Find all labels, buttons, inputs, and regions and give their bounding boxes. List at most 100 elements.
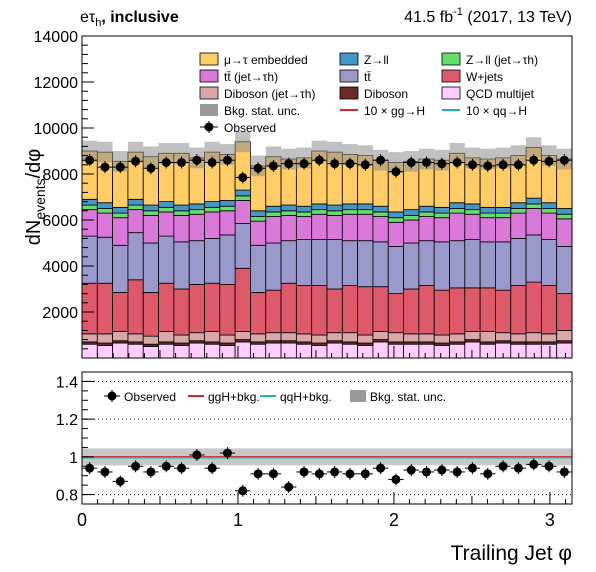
bar <box>372 286 389 332</box>
bar <box>295 285 313 335</box>
bar <box>96 212 114 238</box>
bar <box>219 283 236 336</box>
bar <box>556 342 573 359</box>
bar <box>219 205 236 212</box>
bar <box>112 342 129 359</box>
bar <box>464 209 481 215</box>
bar <box>372 211 389 217</box>
bar <box>326 204 343 212</box>
bar <box>525 203 542 209</box>
bar <box>265 342 282 359</box>
x-axis-label: Trailing Jet φ <box>451 542 572 565</box>
bar <box>540 343 558 359</box>
bar <box>449 287 466 335</box>
ratio-point <box>314 469 324 479</box>
unc-bin <box>173 142 190 164</box>
bar <box>449 343 466 359</box>
observed-point <box>467 160 477 170</box>
ratio-plot: 0.8 1 1.2 1.4 0 1 2 3 Observed ggH+bkg. qqH+bkg. B… <box>56 371 573 565</box>
bar <box>464 213 481 240</box>
bar <box>311 213 328 240</box>
stacked-bars <box>81 141 573 359</box>
y-tick-label: 4000 <box>42 259 78 276</box>
ratio-point <box>268 469 278 479</box>
unc-bin <box>204 141 220 163</box>
bar <box>433 289 450 336</box>
bar <box>357 286 374 336</box>
bar <box>188 240 205 285</box>
bar <box>449 240 466 289</box>
bar <box>418 240 435 286</box>
ratio-point <box>360 469 370 479</box>
bar <box>265 289 282 334</box>
legend-swatch <box>441 69 461 83</box>
bar <box>387 211 404 219</box>
x-tick-label: 0 <box>77 510 87 530</box>
bar <box>204 237 221 284</box>
bar <box>81 204 98 211</box>
bar <box>158 282 175 332</box>
legend-entry: tt̄ (jet→τh) <box>199 69 278 84</box>
legend-label: QCD multijet <box>466 87 535 101</box>
bar <box>464 287 481 332</box>
bar <box>357 213 374 242</box>
series-z-ll-jet-h- <box>81 195 573 223</box>
bar <box>403 214 420 221</box>
bar <box>464 341 481 359</box>
bar <box>158 331 175 343</box>
unc-bin <box>357 145 373 166</box>
bar <box>127 333 144 343</box>
observed-point <box>422 158 432 167</box>
unc-bin <box>510 145 527 166</box>
observed-point <box>177 158 187 167</box>
bar <box>433 217 450 243</box>
bar <box>387 332 404 343</box>
bar <box>112 212 129 219</box>
unc-bin <box>388 152 404 173</box>
bar <box>433 206 450 214</box>
bar <box>295 211 313 217</box>
bar <box>556 213 573 220</box>
legend-entry: QCD multijet <box>441 86 535 101</box>
unc-bin <box>235 131 251 153</box>
luminosity-label: 41.5 fb-1 (2017, 13 TeV) <box>404 6 572 26</box>
bar <box>525 208 542 236</box>
bar <box>265 242 282 291</box>
bar <box>127 209 144 234</box>
bar <box>556 293 573 331</box>
bar <box>265 216 282 244</box>
bar <box>449 202 466 209</box>
bar <box>81 343 98 359</box>
bar <box>127 343 144 359</box>
observed-point <box>284 159 294 169</box>
legend-entry: Z→ll (jet→τh) <box>441 52 538 67</box>
y-tick-label: 10000 <box>34 121 79 138</box>
bar <box>280 204 297 212</box>
legend-swatch <box>199 69 219 83</box>
ratio-point <box>559 467 569 477</box>
observed-point <box>299 159 309 169</box>
bar <box>219 210 236 236</box>
bar <box>510 237 527 286</box>
legend-swatch <box>441 86 461 100</box>
y-tick-label: 2000 <box>42 305 78 322</box>
bar <box>265 205 282 213</box>
observed-point <box>498 160 508 170</box>
bar <box>234 341 251 359</box>
legend-label: 10 × qq→H <box>466 104 527 118</box>
bar <box>204 201 221 208</box>
legend-entry: Diboson <box>339 86 408 101</box>
bar <box>250 220 267 246</box>
ratio-point <box>299 467 309 477</box>
observed-point <box>544 156 554 166</box>
ratio-point <box>146 467 156 477</box>
ratio-y-tick-label: 1 <box>69 450 78 467</box>
legend-swatch <box>199 52 219 66</box>
legend-label: Z→ll (jet→τh) <box>466 53 538 67</box>
bar <box>357 203 374 211</box>
bar <box>173 214 190 243</box>
y-tick-label: 6000 <box>42 213 78 230</box>
ratio-legend-label: Observed <box>124 390 176 404</box>
observed-point <box>437 159 447 169</box>
legend-label: tt̄ <box>364 70 371 84</box>
